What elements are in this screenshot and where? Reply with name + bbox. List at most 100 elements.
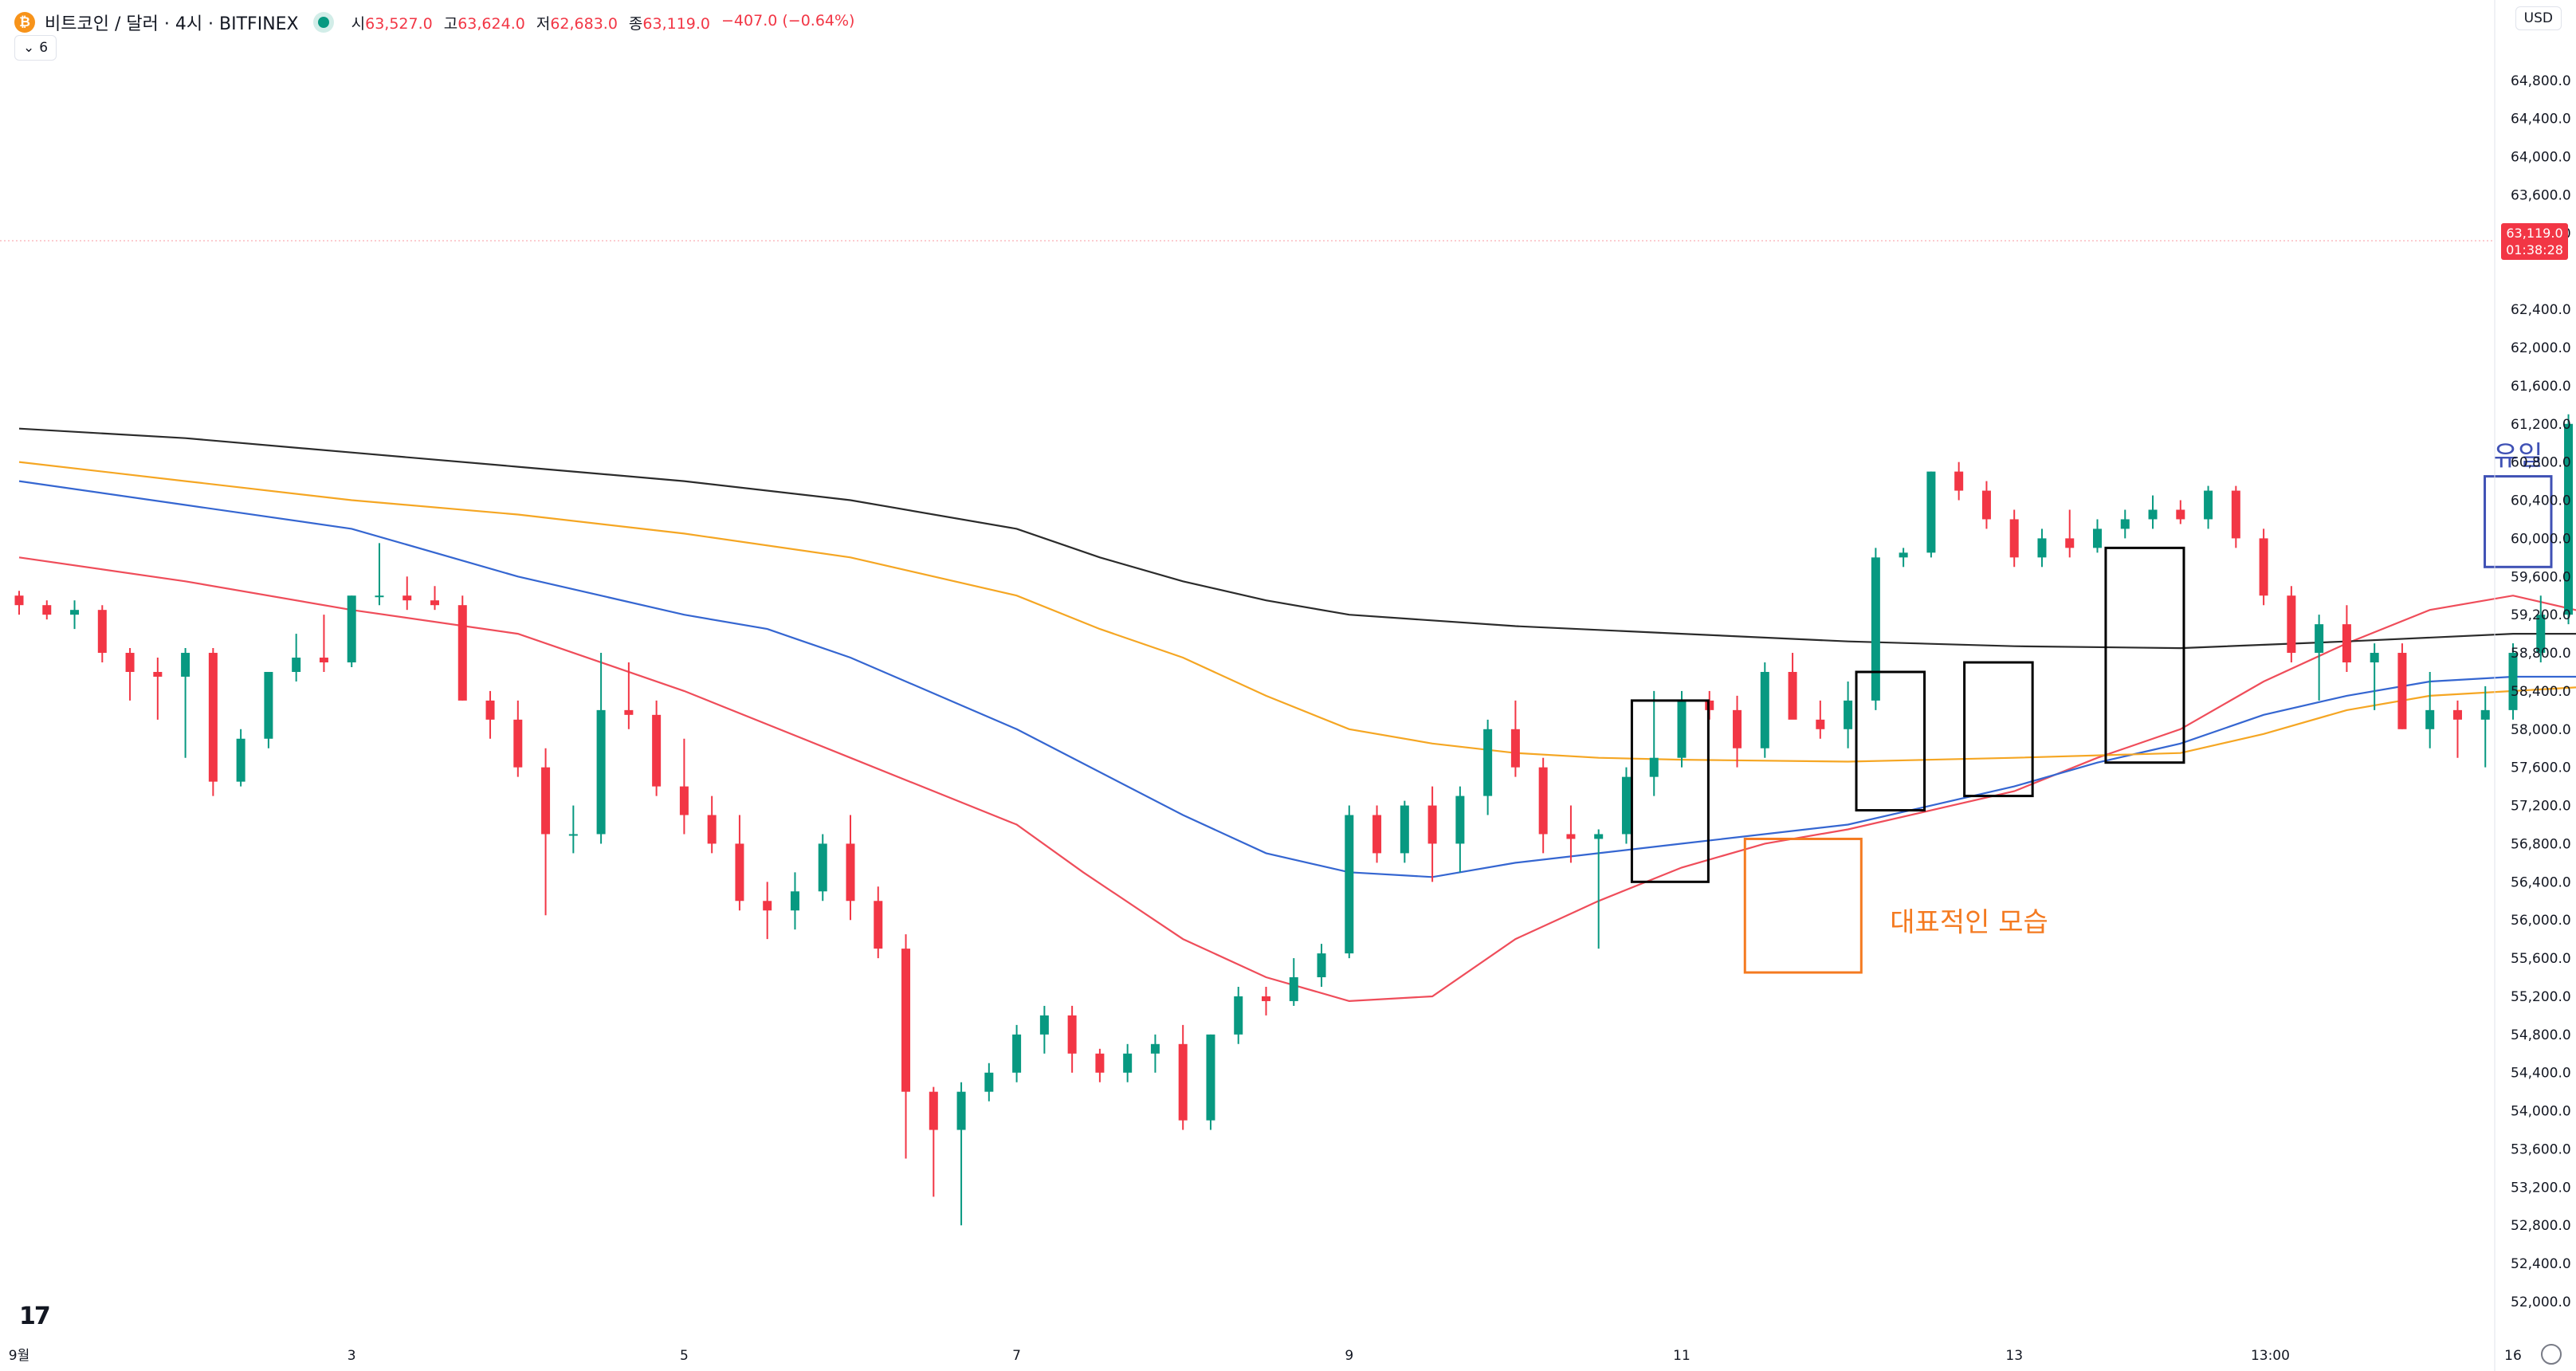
current-price-badge [2501,223,2568,261]
symbol-legend: ₿ 비트코인 / 달러 · 4시 · BITFINEX 시63,527.0 고6… [14,6,854,38]
price-tick-label: 55,600.0 [2511,951,2571,967]
candle [319,615,328,672]
candle [2480,686,2490,768]
price-tick-label: 52,000.0 [2511,1294,2571,1310]
annotation-box[interactable] [2104,546,2185,764]
price-tick-label: 64,800.0 [2511,73,2571,89]
candle-body [1677,700,1687,758]
candle-body [1206,1034,1215,1121]
candle [236,729,245,787]
annotation-box[interactable] [1963,661,2034,798]
candle-body [430,600,439,606]
candle [929,1086,938,1197]
price-tick-label: 62,400.0 [2511,302,2571,318]
candle [1926,471,1936,558]
candle-body [1510,729,1520,768]
indicators-toggle-button[interactable]: ⌄ 6 [14,35,57,61]
symbol-title[interactable]: 비트코인 / 달러 · 4시 · BITFINEX [45,14,299,34]
price-tick-label: 55,200.0 [2511,989,2571,1005]
candle-body [1649,757,1659,777]
candle-body [2287,595,2296,654]
candle-body [2452,709,2462,720]
candle-body [568,834,578,836]
candle-body [1067,1015,1077,1054]
price-tick-label: 63,600.0 [2511,187,2571,203]
candle [2370,643,2379,710]
candle-body [1178,1043,1188,1121]
candle [513,700,523,777]
candle [1206,1034,1215,1130]
candle-body [1455,795,1465,844]
candle [2564,414,2574,625]
time-tick-label: 13 [2005,1348,2023,1364]
bitcoin-icon: ₿ [14,12,35,33]
candle [2508,643,2518,720]
annotation-box[interactable] [1743,837,1863,974]
candle-body [2009,519,2019,558]
annotation-box[interactable] [2484,475,2553,568]
candle-body [2093,528,2102,548]
ma-line [18,556,2576,1003]
candle-body [2342,624,2351,663]
candle [1123,1043,1133,1082]
price-tick-label: 61,600.0 [2511,379,2571,395]
price-tick-label: 56,400.0 [2511,874,2571,890]
candle [42,600,52,620]
annotation-box[interactable] [1855,670,1926,812]
candle [1844,681,1853,748]
annotation-label: 유일 [2493,441,2543,473]
candle-body [1926,471,1936,553]
candle [707,795,717,854]
candle-body [1150,1043,1160,1054]
candle-body [236,738,245,782]
candle [1538,757,1548,854]
candle-body [874,901,883,949]
candle [1455,786,1465,873]
annotation-box[interactable] [1630,699,1710,883]
candle-body [1289,977,1298,1001]
candle [763,882,772,940]
candle-body [2148,509,2158,520]
settings-icon[interactable] [2541,1344,2562,1365]
candle [984,1063,994,1102]
candle [1677,690,1687,768]
candle-body [1566,834,1576,839]
candle-body [1816,719,1825,729]
candle [1262,986,1270,1015]
candle-body [2536,615,2546,654]
candle-body [1733,709,1742,748]
candle [901,934,911,1159]
market-status-icon [317,17,329,28]
price-tick-label: 56,800.0 [2511,836,2571,852]
candle-body [513,719,523,768]
price-tick-label: 64,400.0 [2511,112,2571,128]
candle [2093,519,2102,553]
candle-body [2037,538,2047,558]
price-tick-label: 57,200.0 [2511,799,2571,815]
currency-button[interactable]: USD [2515,6,2562,30]
candle [679,738,689,835]
candle-body [1899,552,1908,558]
candle-body [763,901,772,911]
candle [292,634,301,682]
candle [2315,615,2324,701]
time-tick-label: 16 [2504,1348,2522,1364]
candle-body [1483,729,1493,796]
candle-body [1317,953,1326,978]
candle [347,595,356,667]
price-tick-label: 54,400.0 [2511,1066,2571,1082]
candle-body [125,653,135,672]
candle [1510,700,1520,777]
time-tick-label: 13:00 [2251,1348,2290,1364]
candle [1039,1005,1049,1054]
candle-body [1788,671,1797,720]
candle-body [901,949,911,1092]
candle [874,886,883,959]
ma-line [18,461,2576,763]
candle-body [1095,1053,1105,1073]
candle-body [2480,709,2490,720]
candle [153,658,163,720]
